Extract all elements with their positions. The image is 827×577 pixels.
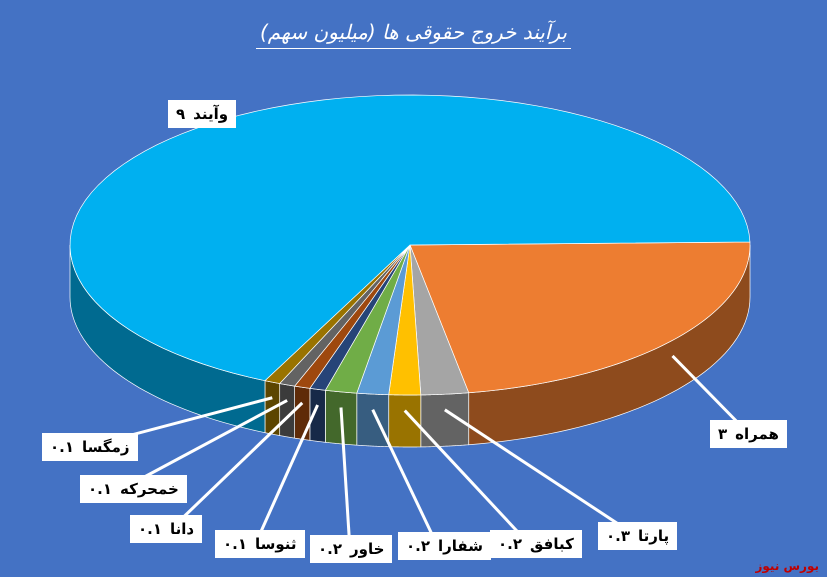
category: کبافق [530, 535, 574, 553]
data-label: دانا ۰.۱ [130, 515, 203, 543]
category: پارتا [638, 527, 670, 545]
slice [324, 244, 411, 394]
category: ثنوسا [255, 535, 297, 553]
value-label: ۰.۳ [606, 527, 631, 545]
slice [264, 244, 411, 384]
category: دانا [170, 520, 195, 538]
value-label: ۰.۲ [498, 535, 523, 553]
value-label: ۰.۱ [88, 480, 113, 498]
value-label: ۳ [718, 425, 728, 443]
data-label: پارتا ۰.۳ [598, 522, 678, 550]
value-label: ۰.۱ [223, 535, 248, 553]
leader-line [371, 409, 440, 548]
value-label: ۰.۱ [138, 520, 163, 538]
data-label: خاور ۰.۲ [310, 535, 393, 563]
chart-title: برآیند خروج حقوقی ها (میلیون سهم) [255, 20, 571, 49]
data-label: ثنوسا ۰.۱ [215, 530, 305, 558]
value-label: ۰.۲ [318, 540, 343, 558]
data-label: شفارا ۰.۲ [398, 532, 491, 560]
category: خمحرکه [120, 480, 179, 498]
data-label: زمگسا ۰.۱ [42, 433, 138, 461]
leader-line [403, 409, 532, 547]
slice-side [356, 392, 390, 448]
slice-side [294, 385, 311, 441]
slice [409, 244, 470, 396]
slice [409, 241, 751, 394]
category: وآیند [193, 105, 229, 123]
slice [278, 244, 411, 387]
slice [388, 244, 422, 396]
leader-line [339, 407, 352, 551]
watermark: بورس نیوز [755, 559, 819, 573]
category: خاور [350, 540, 385, 558]
value-label: ۰.۱ [50, 438, 75, 456]
slice [293, 244, 411, 389]
data-label: همراه ۳ [710, 420, 787, 448]
data-label: کبافق ۰.۲ [490, 530, 582, 558]
value-label: ۰.۲ [406, 537, 431, 555]
category: زمگسا [82, 438, 130, 456]
value-label: ۹ [176, 105, 186, 123]
category: همراه [735, 425, 779, 443]
leader-line [444, 408, 639, 539]
data-label: خمحرکه ۰.۱ [80, 475, 187, 503]
category: شفارا [438, 537, 483, 555]
data-label: وآیند ۹ [168, 100, 237, 128]
leader-line [253, 404, 319, 546]
title-box: برآیند خروج حقوقی ها (میلیون سهم) [0, 20, 827, 49]
leader-line [168, 401, 304, 532]
